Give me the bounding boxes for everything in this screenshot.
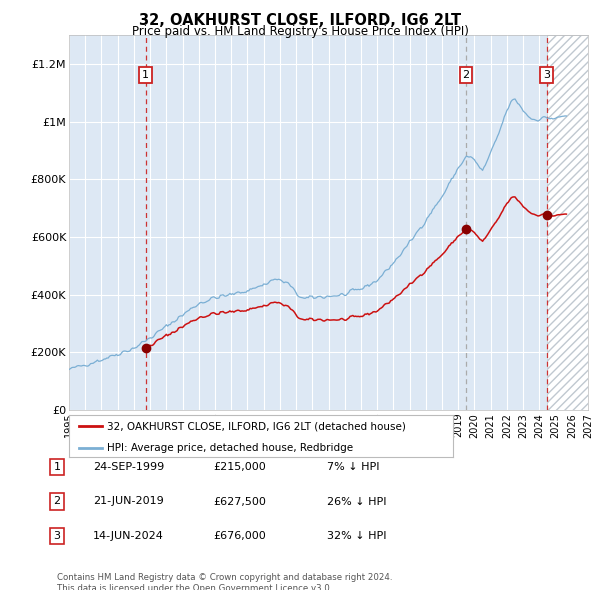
Text: 26% ↓ HPI: 26% ↓ HPI [327,497,386,506]
Text: 2: 2 [463,70,469,80]
Text: 32% ↓ HPI: 32% ↓ HPI [327,531,386,540]
Text: £627,500: £627,500 [213,497,266,506]
Text: 32, OAKHURST CLOSE, ILFORD, IG6 2LT: 32, OAKHURST CLOSE, ILFORD, IG6 2LT [139,13,461,28]
Bar [547,35,588,410]
Text: 3: 3 [53,531,61,540]
Text: £676,000: £676,000 [213,531,266,540]
Text: £215,000: £215,000 [213,463,266,472]
Text: 1: 1 [53,463,61,472]
Text: 3: 3 [543,70,550,80]
Text: Price paid vs. HM Land Registry's House Price Index (HPI): Price paid vs. HM Land Registry's House … [131,25,469,38]
Text: 14-JUN-2024: 14-JUN-2024 [93,531,164,540]
Text: 21-JUN-2019: 21-JUN-2019 [93,497,164,506]
Text: HPI: Average price, detached house, Redbridge: HPI: Average price, detached house, Redb… [107,443,353,453]
Text: 32, OAKHURST CLOSE, ILFORD, IG6 2LT (detached house): 32, OAKHURST CLOSE, ILFORD, IG6 2LT (det… [107,421,406,431]
Text: 2: 2 [53,497,61,506]
Text: 1: 1 [142,70,149,80]
Text: Contains HM Land Registry data © Crown copyright and database right 2024.
This d: Contains HM Land Registry data © Crown c… [57,573,392,590]
Text: 24-SEP-1999: 24-SEP-1999 [93,463,164,472]
Text: 7% ↓ HPI: 7% ↓ HPI [327,463,380,472]
